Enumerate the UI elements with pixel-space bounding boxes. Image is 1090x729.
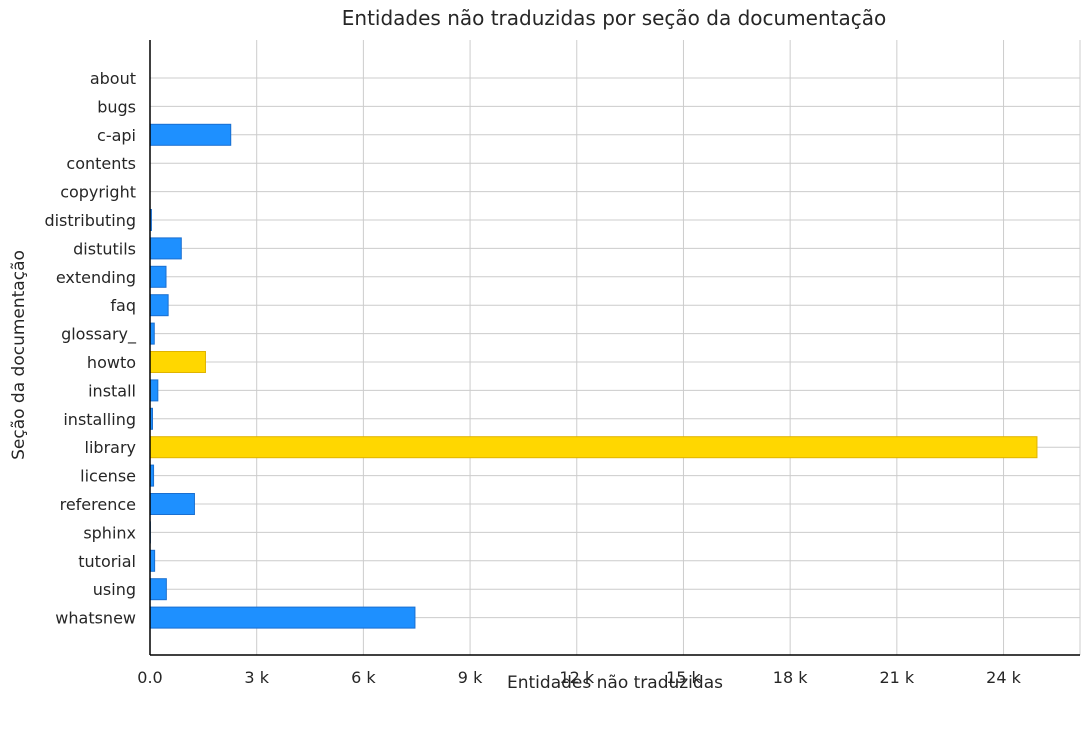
x-tick-label: 6 k (351, 668, 376, 687)
bar-reference (149, 493, 195, 515)
x-tick-label: 15 k (666, 668, 701, 687)
y-tick-label: sphinx (83, 523, 136, 542)
y-tick-label: installing (63, 410, 136, 429)
bar-install (149, 379, 159, 402)
bar-c-api (149, 123, 232, 146)
y-tick-label: c-api (97, 126, 136, 145)
y-axis-label: Seção da documentação (9, 250, 29, 460)
y-tick-label: license (80, 467, 136, 486)
y-tick-label: bugs (97, 97, 136, 116)
y-tick-label: about (90, 69, 136, 88)
y-tick-label: copyright (60, 183, 136, 202)
y-tick-label: contents (66, 154, 136, 173)
bar-using (149, 578, 167, 601)
x-tick-label: 12 k (559, 668, 594, 687)
x-tick-label: 18 k (773, 668, 808, 687)
y-tick-label: distutils (73, 239, 136, 258)
bar-library (149, 436, 1038, 459)
y-tick-label: using (93, 580, 136, 599)
bar-whatsnew (149, 606, 416, 629)
x-tick-label: 24 k (986, 668, 1021, 687)
y-tick-label: library (85, 438, 136, 457)
x-tick-labels: 0.0 3 k 6 k 9 k 12 k 15 k 18 k 21 k 24 k (137, 668, 1021, 687)
bar-howto (149, 351, 206, 373)
chart-title: Entidades não traduzidas por seção da do… (342, 6, 886, 30)
y-tick-label: whatsnew (55, 609, 136, 628)
bar-extending (149, 265, 167, 288)
y-tick-label: tutorial (78, 552, 136, 571)
x-tick-label: 3 k (244, 668, 269, 687)
x-tick-label: 0.0 (137, 668, 162, 687)
y-tick-label: reference (60, 495, 136, 514)
x-axis-label: Entidades não traduzidas (507, 673, 723, 693)
y-tick-label: extending (56, 268, 136, 287)
bars (149, 123, 1038, 629)
bar-faq (149, 294, 169, 317)
x-tick-label: 21 k (879, 668, 914, 687)
y-tick-label: install (88, 381, 136, 400)
y-tick-labels: about bugs c-api contents copyright distribut… (44, 69, 137, 628)
y-tick-label: faq (110, 296, 136, 315)
bar-distutils (149, 237, 182, 260)
grid (149, 40, 1081, 655)
x-tick-label: 9 k (458, 668, 483, 687)
y-tick-label: distributing (44, 211, 136, 230)
y-tick-label: howto (87, 353, 136, 372)
y-tick-label: glossary_ (61, 325, 137, 345)
